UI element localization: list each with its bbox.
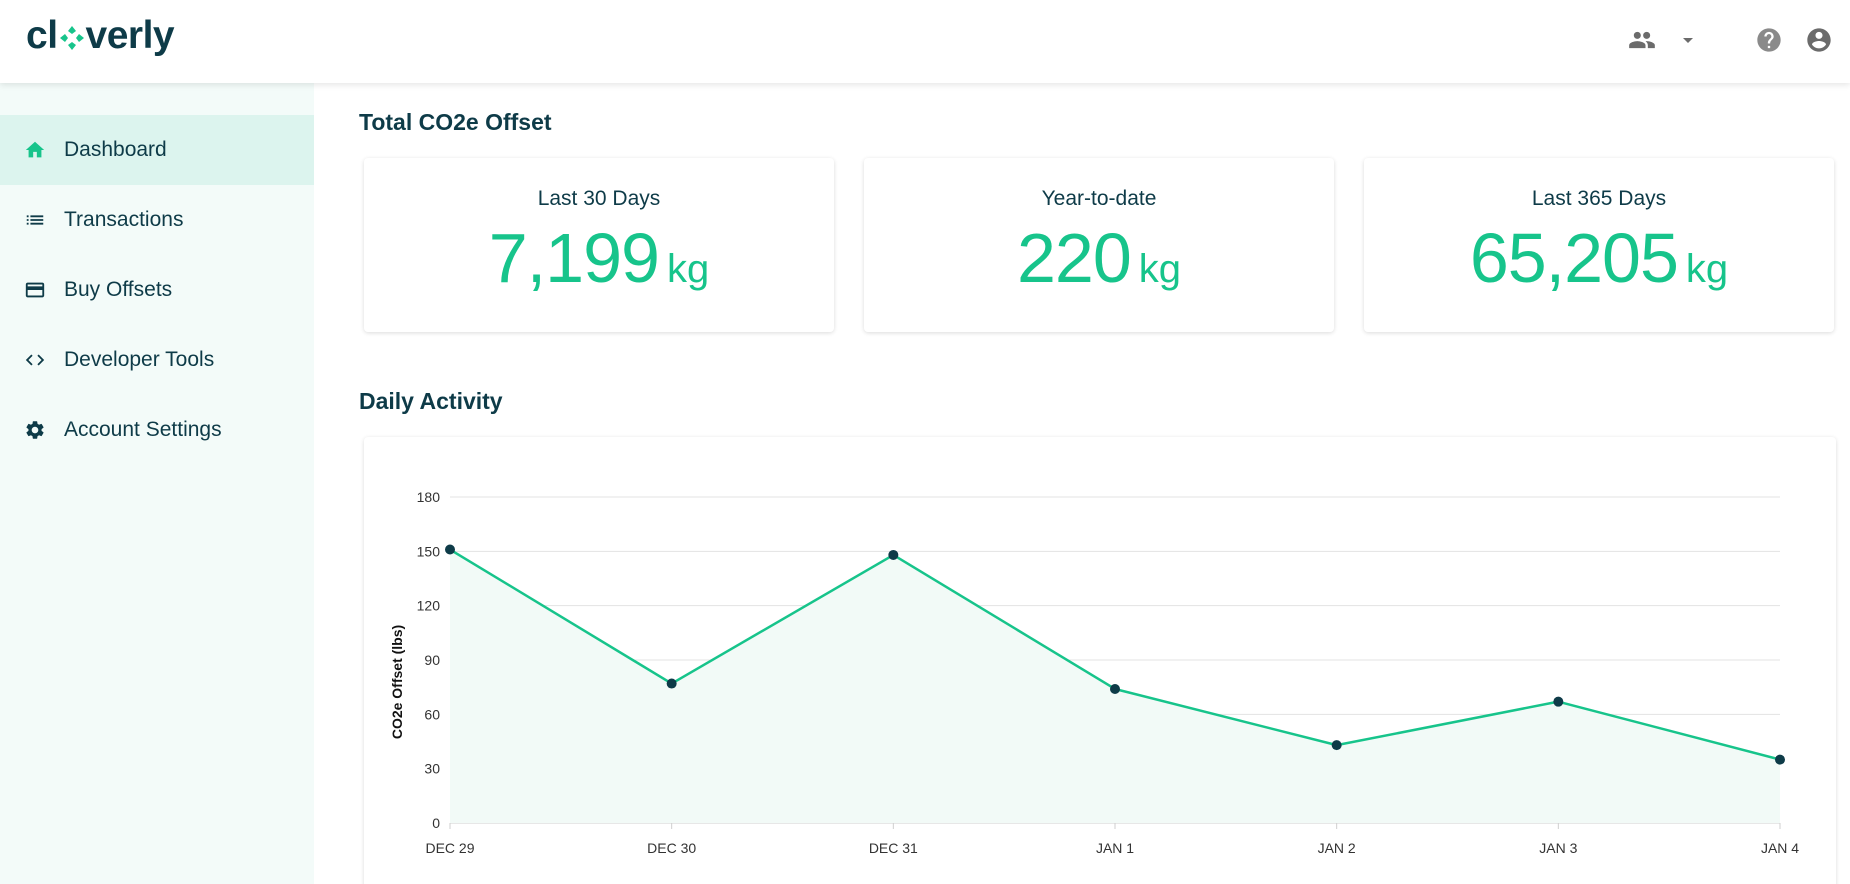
data-point bbox=[666, 678, 677, 689]
stat-value: 65,205 kg bbox=[1364, 218, 1834, 298]
stat-label: Last 30 Days bbox=[537, 187, 661, 210]
data-point bbox=[1553, 696, 1564, 707]
clover-icon bbox=[59, 26, 84, 50]
data-point bbox=[1331, 740, 1342, 751]
list-icon bbox=[26, 215, 44, 225]
stat-number: 220 bbox=[1016, 219, 1132, 297]
sidebar-item-label: Transactions bbox=[64, 208, 184, 231]
data-point bbox=[1775, 754, 1785, 765]
series-area bbox=[450, 549, 1780, 823]
stat-card-year-to-date: Year-to-date 220 kg bbox=[864, 158, 1334, 332]
y-axis-label: CO2e Offset (lbs) bbox=[389, 625, 405, 739]
sidebar-item-dashboard[interactable]: Dashboard bbox=[0, 115, 314, 185]
dropdown-arrow-icon[interactable] bbox=[1676, 26, 1700, 54]
data-point bbox=[888, 549, 899, 560]
sidebar-item-buy-offsets[interactable]: Buy Offsets bbox=[0, 255, 314, 325]
stat-unit: kg bbox=[1138, 247, 1182, 291]
code-icon bbox=[25, 354, 45, 366]
logo-text-end: verly bbox=[85, 14, 175, 57]
account-icon[interactable] bbox=[1805, 26, 1833, 54]
y-tick-label: 30 bbox=[424, 761, 440, 777]
x-tick-label: DEC 29 bbox=[425, 840, 474, 856]
gear-icon bbox=[26, 421, 44, 439]
x-tick-label: JAN 3 bbox=[1539, 840, 1577, 856]
x-tick-label: JAN 1 bbox=[1096, 840, 1134, 856]
stat-number: 65,205 bbox=[1469, 219, 1679, 297]
top-bar: cl verly bbox=[0, 0, 1850, 83]
data-point bbox=[1110, 683, 1120, 694]
totals-title: Total CO2e Offset bbox=[359, 109, 552, 135]
home-icon bbox=[25, 141, 45, 158]
daily-activity-chart: 0 30 60 90 120 150 180 DEC 29 DEC 30 DEC 31 JAN 1 J… bbox=[389, 489, 1799, 856]
sidebar-item-label: Dashboard bbox=[64, 138, 167, 161]
stat-label: Year-to-date bbox=[1041, 187, 1157, 210]
data-point bbox=[445, 544, 455, 555]
activity-title: Daily Activity bbox=[359, 388, 503, 414]
sidebar-item-account-settings[interactable]: Account Settings bbox=[0, 395, 314, 465]
x-tick-label: JAN 4 bbox=[1761, 840, 1799, 856]
sidebar-item-label: Account Settings bbox=[64, 418, 222, 441]
x-tick-label: JAN 2 bbox=[1318, 840, 1356, 856]
stat-unit: kg bbox=[666, 247, 710, 291]
stat-value: 7,199 kg bbox=[364, 218, 834, 298]
stat-label: Last 365 Days bbox=[1531, 187, 1667, 210]
logo-text-start: cl bbox=[26, 14, 58, 57]
y-tick-label: 120 bbox=[417, 598, 441, 614]
stat-card-last-365-days: Last 365 Days 65,205 kg bbox=[1364, 158, 1834, 332]
team-icon[interactable] bbox=[1628, 26, 1656, 54]
daily-activity-chart-card: 0 30 60 90 120 150 180 DEC 29 DEC 30 DEC 31 JAN 1 J… bbox=[364, 437, 1836, 884]
x-tick-label: DEC 30 bbox=[647, 840, 696, 856]
stat-card-last-30-days: Last 30 Days 7,199 kg bbox=[364, 158, 834, 332]
x-tick-label: DEC 31 bbox=[869, 840, 918, 856]
stat-number: 7,199 bbox=[488, 219, 660, 297]
cloverly-logo[interactable]: cl verly bbox=[26, 14, 175, 58]
help-icon[interactable] bbox=[1755, 26, 1783, 54]
y-tick-label: 180 bbox=[417, 489, 441, 505]
sidebar: Dashboard Transactions Buy Offsets Devel… bbox=[0, 83, 314, 884]
stat-unit: kg bbox=[1685, 247, 1729, 291]
main-content: Total CO2e Offset Last 30 Days 7,199 kg Y… bbox=[314, 83, 1850, 884]
y-tick-label: 60 bbox=[424, 706, 440, 722]
sidebar-item-label: Developer Tools bbox=[64, 348, 215, 371]
sidebar-item-developer-tools[interactable]: Developer Tools bbox=[0, 325, 314, 395]
sidebar-item-transactions[interactable]: Transactions bbox=[0, 185, 314, 255]
credit-card-icon bbox=[25, 282, 45, 298]
y-tick-label: 0 bbox=[432, 815, 440, 831]
y-tick-label: 90 bbox=[424, 652, 440, 668]
y-tick-label: 150 bbox=[417, 543, 441, 559]
stat-value: 220 kg bbox=[864, 218, 1334, 298]
sidebar-item-label: Buy Offsets bbox=[64, 278, 173, 301]
